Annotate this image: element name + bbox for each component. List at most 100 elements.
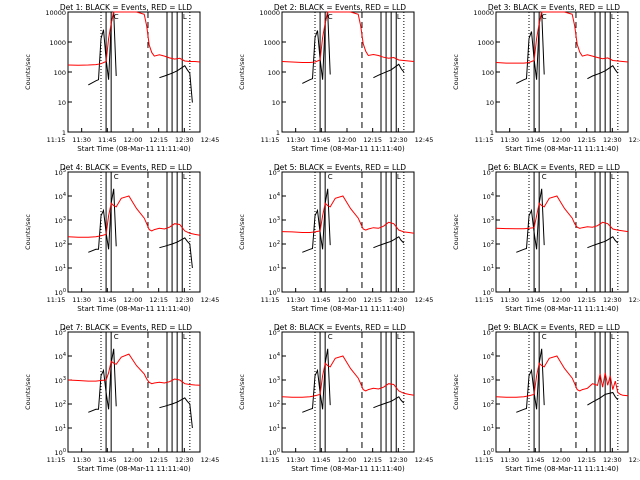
x-tick-label: 11:15 bbox=[475, 296, 494, 304]
series-events-line bbox=[88, 188, 193, 269]
y-tick-label: 100 bbox=[54, 69, 66, 77]
x-tick-label: 11:15 bbox=[475, 456, 494, 464]
x-tick-label: 12:45 bbox=[415, 136, 434, 144]
x-axis-label: Start Time (08-Mar-11 11:11:40) bbox=[505, 465, 619, 473]
plot-frame bbox=[67, 11, 201, 133]
x-tick-label: 12:15 bbox=[577, 296, 596, 304]
chart-title: Det 6: BLACK = Events, RED = LLD bbox=[488, 163, 620, 172]
x-tick-label: 12:45 bbox=[415, 456, 434, 464]
y-tick-label: 103 bbox=[483, 376, 494, 385]
x-tick-label: 11:30 bbox=[72, 456, 91, 464]
top-marker-glyph: L bbox=[611, 13, 615, 21]
y-tick-label: 100 bbox=[483, 448, 494, 457]
y-axis-label: Counts/sec bbox=[238, 374, 246, 410]
series-lld-line bbox=[495, 11, 629, 64]
x-tick-label: 12:15 bbox=[149, 136, 168, 144]
x-tick-label: 11:15 bbox=[261, 136, 280, 144]
series-events-line bbox=[302, 348, 405, 413]
y-tick-label: 103 bbox=[483, 216, 494, 225]
y-tick-label: 10000 bbox=[45, 9, 66, 17]
y-tick-label: 101 bbox=[483, 424, 494, 433]
y-tick-label: 100 bbox=[269, 288, 280, 297]
y-tick-label: 100 bbox=[269, 448, 280, 457]
chart-panel-3: Det 3: BLACK = Events, RED = LLD 1 10 100 10… bbox=[452, 3, 640, 153]
x-tick-label: 11:15 bbox=[475, 136, 494, 144]
chart-panel-4: Det 4: BLACK = Events, RED = LLD 100 101 10… bbox=[24, 163, 219, 313]
y-tick-label: 105 bbox=[269, 328, 280, 337]
x-tick-label: 12:15 bbox=[149, 296, 168, 304]
x-tick-label: 12:00 bbox=[124, 136, 143, 144]
x-tick-label: 12:45 bbox=[201, 456, 220, 464]
y-tick-label: 100 bbox=[55, 448, 66, 457]
x-axis-label: Start Time (08-Mar-11 11:11:40) bbox=[505, 145, 619, 153]
y-tick-label: 102 bbox=[55, 240, 66, 249]
y-tick-label: 1000 bbox=[263, 39, 280, 47]
y-tick-label: 104 bbox=[483, 192, 494, 201]
y-tick-label: 102 bbox=[55, 400, 66, 409]
y-tick-label: 102 bbox=[269, 400, 280, 409]
x-tick-label: 12:45 bbox=[629, 136, 640, 144]
x-tick-label: 12:00 bbox=[124, 456, 143, 464]
x-tick-label: 11:15 bbox=[47, 136, 66, 144]
chart-panel-1: Det 1: BLACK = Events, RED = LLD 1 10 100 10… bbox=[24, 3, 219, 153]
x-tick-label: 12:30 bbox=[389, 136, 408, 144]
top-marker-glyph: L bbox=[397, 173, 401, 181]
x-tick-label: 12:45 bbox=[201, 136, 220, 144]
x-tick-label: 11:30 bbox=[286, 456, 305, 464]
top-marker-glyph: L bbox=[183, 333, 187, 341]
x-tick-label: 11:45 bbox=[312, 456, 331, 464]
top-marker-glyph: L bbox=[611, 173, 615, 181]
x-tick-label: 11:30 bbox=[72, 296, 91, 304]
y-tick-label: 100 bbox=[55, 288, 66, 297]
x-tick-label: 12:15 bbox=[577, 136, 596, 144]
x-tick-label: 11:45 bbox=[312, 136, 331, 144]
chart-title: Det 8: BLACK = Events, RED = LLD bbox=[274, 323, 406, 332]
x-tick-label: 11:45 bbox=[526, 296, 545, 304]
y-tick-label: 100 bbox=[483, 288, 494, 297]
y-tick-label: 10000 bbox=[473, 9, 494, 17]
x-tick-label: 11:45 bbox=[98, 136, 117, 144]
x-axis-label: Start Time (08-Mar-11 11:11:40) bbox=[291, 305, 405, 313]
chart-title: Det 1: BLACK = Events, RED = LLD bbox=[60, 3, 192, 12]
y-axis-label: Counts/sec bbox=[452, 54, 460, 90]
y-tick-label: 103 bbox=[269, 376, 280, 385]
x-tick-label: 11:30 bbox=[500, 136, 519, 144]
x-tick-label: 12:00 bbox=[338, 456, 357, 464]
series-lld-line bbox=[67, 195, 201, 238]
y-tick-label: 102 bbox=[483, 400, 494, 409]
x-tick-label: 11:30 bbox=[286, 136, 305, 144]
chart-title: Det 2: BLACK = Events, RED = LLD bbox=[274, 3, 406, 12]
series-events-line bbox=[516, 11, 619, 84]
series-lld-line bbox=[495, 355, 629, 398]
top-marker-glyph: C bbox=[542, 173, 547, 181]
series-events-line bbox=[302, 11, 405, 84]
plot-frame bbox=[495, 331, 629, 453]
y-axis-label: Counts/sec bbox=[452, 214, 460, 250]
chart-panel-9: Det 9: BLACK = Events, RED = LLD 100 101 10… bbox=[452, 323, 640, 473]
x-axis-label: Start Time (08-Mar-11 11:11:40) bbox=[77, 465, 191, 473]
x-tick-label: 11:45 bbox=[98, 296, 117, 304]
x-tick-label: 11:30 bbox=[500, 296, 519, 304]
y-tick-label: 104 bbox=[269, 192, 280, 201]
plot-frame bbox=[495, 11, 629, 133]
y-axis-label: Counts/sec bbox=[24, 54, 32, 90]
chart-panel-5: Det 5: BLACK = Events, RED = LLD 100 101 10… bbox=[238, 163, 433, 313]
x-tick-label: 12:15 bbox=[149, 456, 168, 464]
y-tick-label: 101 bbox=[269, 424, 280, 433]
y-tick-label: 100 bbox=[482, 69, 494, 77]
x-axis-label: Start Time (08-Mar-11 11:11:40) bbox=[77, 145, 191, 153]
y-tick-label: 101 bbox=[483, 264, 494, 273]
y-tick-label: 10 bbox=[486, 99, 494, 107]
top-marker-glyph: L bbox=[611, 333, 615, 341]
y-tick-label: 101 bbox=[269, 264, 280, 273]
top-marker-glyph: L bbox=[397, 333, 401, 341]
y-axis-label: Counts/sec bbox=[238, 54, 246, 90]
series-lld-line bbox=[67, 11, 201, 66]
x-tick-label: 12:00 bbox=[552, 456, 571, 464]
series-lld-line bbox=[281, 355, 415, 398]
top-marker-glyph: L bbox=[183, 173, 187, 181]
series-lld-line bbox=[495, 195, 629, 233]
series-events-line bbox=[88, 348, 193, 429]
chart-title: Det 5: BLACK = Events, RED = LLD bbox=[274, 163, 406, 172]
chart-panel-7: Det 7: BLACK = Events, RED = LLD 100 101 10… bbox=[24, 323, 219, 473]
